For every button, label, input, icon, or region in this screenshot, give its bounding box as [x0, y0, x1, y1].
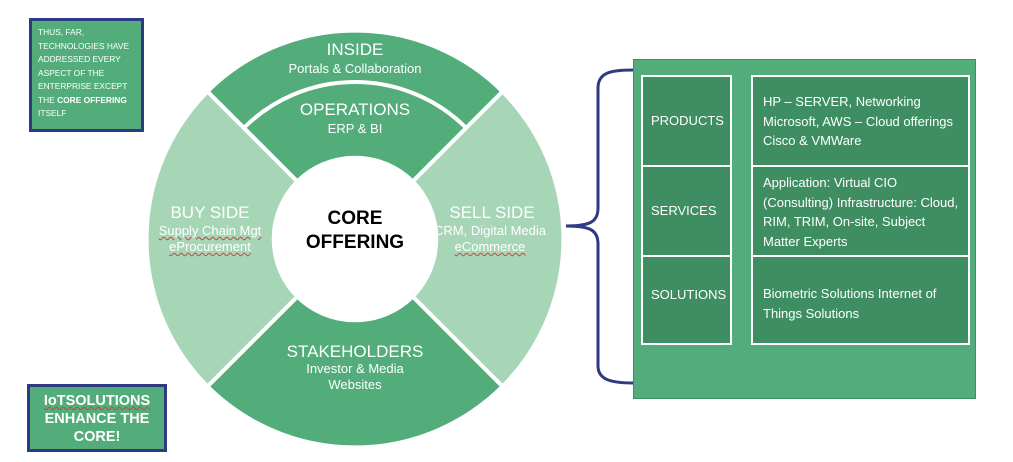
segment-stakeholders [204, 293, 506, 450]
stakeholders-line-1: Investor & Media [306, 361, 404, 376]
note-text: Thus, far, technologies have addressed e… [38, 27, 130, 105]
row-label-services: SERVICES [641, 165, 732, 255]
row-label-products: PRODUCTS [641, 75, 732, 165]
segment-operations [241, 79, 469, 185]
buy-side-title: BUY SIDE [170, 203, 250, 222]
row-label-solutions: SOLUTIONS [641, 255, 732, 345]
inside-subtitle: Portals & Collaboration [288, 61, 422, 76]
operations-title: OPERATIONS [299, 100, 411, 119]
sell-side-line-2: eCommerce [454, 239, 526, 254]
sell-side-line-1: CRM, Digital Media [434, 223, 546, 238]
intro-note: Thus, far, technologies have addressed e… [29, 18, 144, 132]
sell-side-title: SELL SIDE [449, 203, 535, 222]
note-bold-text: core offering [57, 94, 127, 105]
brace [565, 68, 635, 385]
row-detail-services: Application: Virtual CIO (Consulting) In… [751, 165, 970, 255]
stakeholders-line-2: Websites [328, 377, 382, 392]
row-detail-products: HP – SERVER, Networking Microsoft, AWS –… [751, 75, 970, 165]
callout-line-2: ENHANCE THE [44, 411, 150, 427]
segment-buy-side [144, 88, 301, 390]
core-line-2: OFFERING [305, 232, 405, 253]
center-circle [275, 159, 435, 319]
inside-title: INSIDE [326, 40, 384, 59]
iot-callout: IoTSOLUTIONS ENHANCE THE CORE! [27, 384, 167, 452]
callout-line-3: CORE! [73, 429, 121, 445]
buy-side-line-2: eProcurement [169, 239, 251, 254]
callout-line-1: IoTSOLUTIONS [43, 393, 151, 409]
row-detail-solutions: Biometric Solutions Internet of Things S… [751, 255, 970, 345]
core-line-1: CORE [327, 208, 383, 229]
operations-subtitle: ERP & BI [327, 121, 383, 136]
segment-sell-side [409, 88, 566, 390]
stakeholders-title: STAKEHOLDERS [286, 342, 424, 361]
buy-side-line-1: Supply Chain Mgt [158, 223, 262, 238]
offerings-panel: PRODUCTS HP – SERVER, Networking Microso… [633, 59, 976, 399]
note-tail-text: itself [38, 108, 67, 118]
core-offering-label: CORE OFFERING [280, 207, 430, 255]
